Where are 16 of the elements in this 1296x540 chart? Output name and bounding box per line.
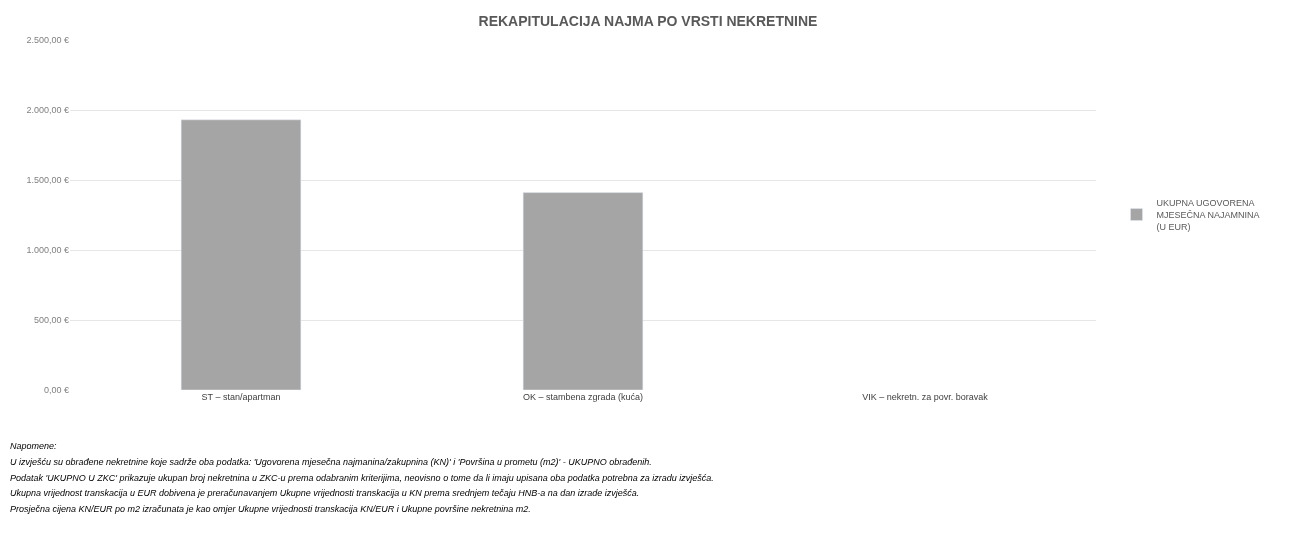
text: Ukupna vrijednost transkacija u EUR dobivena je preračunavanjem Ukupne vrijednosti transkacija u KN prema srednjem tečaju HNB-a na dan izrade izvješća. bbox=[10, 488, 640, 498]
chart-title: REKAPITULACIJA NAJMA PO VRSTI NEKRETNINE bbox=[478, 13, 818, 29]
legend-label: UKUPNA UGOVORENA MJESEČNA NAJAMNINA (U EUR) bbox=[1156, 198, 1260, 232]
y-tick-label: 2.000,00 € bbox=[26, 105, 69, 116]
x-tick-label: VIK – nekretn. za povr. boravak bbox=[862, 392, 989, 402]
text: U izvješću su obrađene nekretnine koje sadrže oba podatka: 'Ugovorena mjesečna najmanina/zakupnina (KN)' i 'Površina u prometu (m2)' - UKUPNO obrađenih. bbox=[10, 457, 652, 467]
y-tick-label: 1.500,00 € bbox=[26, 175, 69, 186]
text: Podatak 'UKUPNO U ZKC' prikazuje ukupan broj nekretnina u ZKC-u prema odabranim kriterijima, neovisno o tome da li imaju upisana oba podatka potrebna za izradu izvješća. bbox=[10, 473, 714, 483]
y-tick-label: 2.500,00 € bbox=[26, 35, 69, 46]
x-tick-label: OK – stambena zgrada (kuća) bbox=[522, 392, 644, 402]
y-tick-label: 500,00 € bbox=[33, 315, 69, 326]
text: Prosječna cijena KN/EUR po m2 izračunata je kao omjer Ukupne vrijednosti transkacija KN/EUR i Ukupne površine nekretnina m2. bbox=[10, 504, 531, 514]
y-tick-label: 1.000,00 € bbox=[26, 245, 69, 256]
y-tick-label: 0,00 € bbox=[43, 385, 69, 396]
text: Napomene: bbox=[10, 441, 58, 451]
x-tick-label: ST – stan/apartman bbox=[201, 392, 281, 402]
